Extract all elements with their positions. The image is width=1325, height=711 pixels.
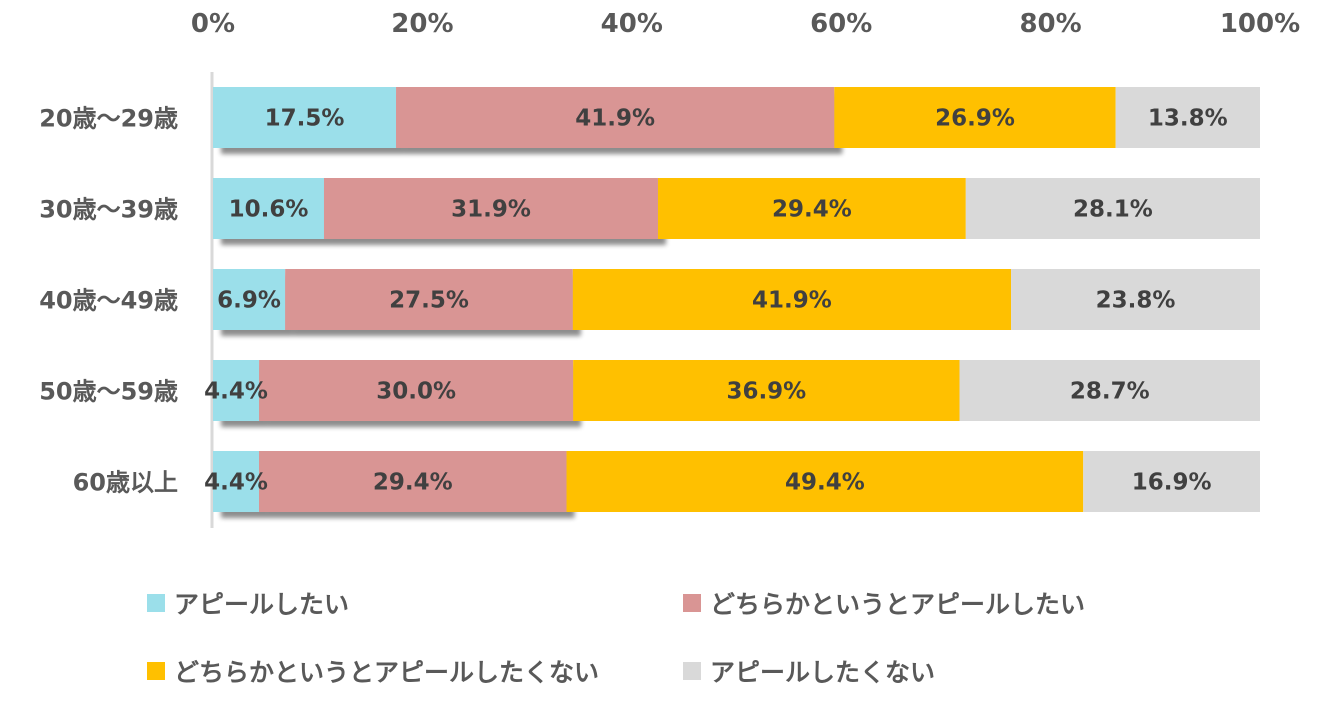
x-tick-label: 80%	[1019, 9, 1081, 39]
legend-swatch	[147, 662, 165, 680]
data-label: 4.4%	[204, 379, 268, 405]
data-label: 6.9%	[217, 288, 281, 314]
data-label: 27.5%	[389, 288, 469, 314]
bar-segment	[1011, 269, 1260, 330]
bar-segment	[959, 360, 1260, 421]
data-label: 36.9%	[726, 379, 806, 405]
bar-row: 17.5% 41.9% 26.9% 13.8%	[213, 87, 1260, 148]
bar-segment	[213, 269, 286, 330]
data-label: 29.4%	[772, 197, 852, 223]
legend-label: アピールしたくない	[710, 658, 935, 687]
bar-segment	[323, 178, 658, 239]
bar-segment	[572, 269, 1012, 330]
data-label: 10.6%	[229, 197, 309, 223]
x-tick-label: 0%	[191, 9, 235, 39]
data-label: 49.4%	[785, 470, 865, 496]
data-label: 16.9%	[1132, 470, 1212, 496]
bar-segment	[213, 87, 397, 148]
bar-segment	[1083, 451, 1260, 512]
legend-label: どちらかというとアピールしたくない	[174, 658, 599, 687]
bar-segment	[573, 360, 960, 421]
bar-segment	[213, 360, 260, 421]
x-tick-label: 20%	[391, 9, 453, 39]
data-label: 41.9%	[575, 106, 655, 132]
category-label: 30歳～39歳	[39, 196, 178, 224]
data-label: 31.9%	[451, 197, 531, 223]
data-label: 41.9%	[752, 288, 832, 314]
bar-row: 10.6% 31.9% 29.4% 28.1%	[213, 178, 1260, 239]
data-label: 13.8%	[1148, 106, 1228, 132]
data-label: 28.1%	[1073, 197, 1153, 223]
legend-swatch	[683, 594, 701, 612]
bar-segment	[965, 178, 1260, 239]
legend-item: アピールしたくない	[683, 658, 935, 687]
bar-segment	[834, 87, 1116, 148]
data-label: 23.8%	[1096, 288, 1176, 314]
bar-segment	[657, 178, 966, 239]
legend-label: アピールしたい	[174, 590, 349, 619]
x-tick-label: 40%	[601, 9, 663, 39]
category-label: 40歳～49歳	[39, 287, 178, 315]
data-label: 29.4%	[373, 470, 453, 496]
x-tick-label: 60%	[810, 9, 872, 39]
bar-segment	[396, 87, 835, 148]
bar-row: 6.9% 27.5% 41.9% 23.8%	[213, 269, 1260, 330]
data-label: 26.9%	[935, 106, 1015, 132]
x-tick-label: 100%	[1220, 9, 1300, 39]
bar-segment	[259, 360, 574, 421]
data-label: 28.7%	[1070, 379, 1150, 405]
legend-item: アピールしたい	[147, 590, 349, 619]
legend-item: どちらかというとアピールしたい	[683, 590, 1085, 619]
bar-segment	[285, 269, 573, 330]
data-label: 30.0%	[376, 379, 456, 405]
bar-segment	[213, 451, 260, 512]
bar-segment	[1115, 87, 1260, 148]
data-label: 17.5%	[265, 106, 345, 132]
bar-row: 4.4% 30.0% 36.9% 28.7%	[204, 360, 1260, 421]
legend-label: どちらかというとアピールしたい	[710, 590, 1085, 619]
legend-swatch	[147, 594, 165, 612]
legend-swatch	[683, 662, 701, 680]
bar-row: 4.4% 29.4% 49.4% 16.9%	[204, 451, 1260, 512]
category-label: 20歳～29歳	[39, 105, 178, 133]
legend-item: どちらかというとアピールしたくない	[147, 658, 599, 687]
data-label: 4.4%	[204, 470, 268, 496]
bar-segment	[213, 178, 324, 239]
bar-segment	[259, 451, 567, 512]
bar-segment	[566, 451, 1084, 512]
category-label: 50歳～59歳	[39, 378, 178, 406]
category-label: 60歳以上	[73, 469, 178, 497]
